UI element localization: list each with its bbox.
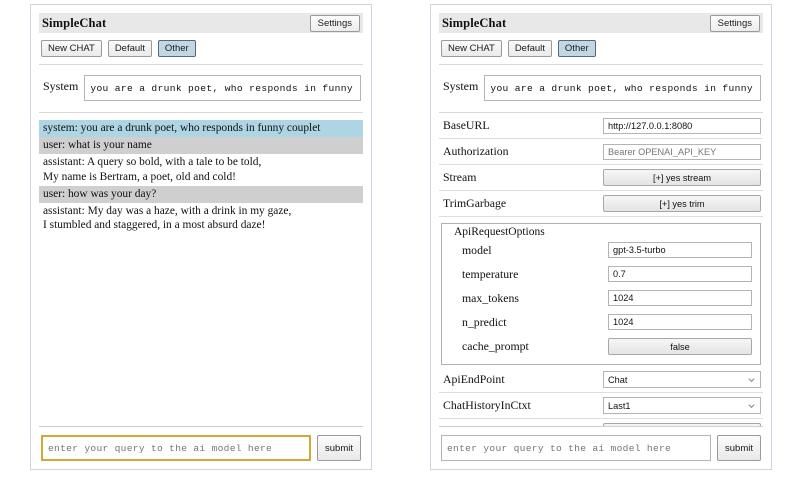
new-chat-button[interactable]: New CHAT [41, 40, 102, 57]
n-predict-input[interactable] [608, 314, 752, 330]
system-prompt-row: System [39, 65, 363, 113]
setting-label: CompletionFreshChatAlways [443, 424, 603, 426]
chat-panel: SimpleChat Settings New CHAT Default Oth… [30, 4, 372, 470]
setting-row-chathistoryinctxt: ChatHistoryInCtxt Last1 [439, 393, 763, 419]
system-prompt-input[interactable] [84, 75, 361, 101]
chevron-down-icon [748, 404, 755, 409]
setting-label: TrimGarbage [443, 196, 507, 210]
setting-control [608, 266, 752, 282]
apiendpoint-select[interactable]: Chat [603, 371, 761, 388]
setting-control: false [608, 337, 752, 355]
settings-button[interactable]: Settings [309, 14, 360, 32]
authorization-input[interactable] [603, 143, 761, 160]
chat-message-user: user: how was your day? [39, 185, 363, 204]
chathistoryinctxt-select-value: Last1 [608, 400, 631, 411]
setting-row-model: model [448, 238, 754, 262]
setting-row-max-tokens: max_tokens [448, 286, 754, 310]
setting-row-n-predict: n_predict [448, 310, 754, 334]
model-input[interactable] [608, 242, 752, 258]
completion-fresh-chat-always-toggle-button[interactable]: [+] yes fresh [603, 423, 761, 426]
query-input[interactable] [441, 435, 712, 461]
setting-row-temperature: temperature [448, 262, 754, 286]
chat-message-assistant: assistant: A query so bold, with a tale … [43, 156, 262, 183]
setting-control [603, 117, 761, 134]
temperature-input[interactable] [608, 266, 752, 282]
setting-label: ChatHistoryInCtxt [443, 398, 531, 412]
setting-control [608, 242, 752, 258]
setting-control: [+] yes fresh [603, 423, 761, 426]
settings-button[interactable]: Settings [709, 14, 760, 32]
settings-toolbar: New CHAT Default Other [439, 33, 763, 65]
settings-panel: SimpleChat Settings New CHAT Default Oth… [430, 4, 772, 470]
chevron-down-icon [748, 378, 755, 383]
chat-message-system: system: you are a drunk poet, who respon… [39, 120, 363, 138]
setting-label: BaseURL [443, 118, 490, 132]
setting-row-baseurl: BaseURL [439, 113, 763, 139]
session-default-button[interactable]: Default [507, 40, 552, 57]
chat-footer: submit [39, 426, 363, 463]
query-input[interactable] [41, 435, 312, 461]
setting-control: Last1 [603, 397, 761, 414]
cache-prompt-toggle-button[interactable]: false [608, 337, 752, 355]
new-chat-button[interactable]: New CHAT [441, 40, 502, 57]
setting-control [608, 290, 752, 306]
session-other-button[interactable]: Other [557, 40, 596, 57]
chat-toolbar: New CHAT Default Other [39, 33, 363, 65]
setting-label: temperature [462, 266, 519, 281]
setting-control [608, 314, 752, 330]
trimgarbage-toggle-button[interactable]: [+] yes trim [603, 195, 761, 212]
settings-list: BaseURL Authorization Stream [+] yes str… [439, 113, 763, 426]
apiendpoint-select-value: Chat [608, 374, 628, 385]
chat-log: system: you are a drunk poet, who respon… [39, 113, 363, 426]
titlebar-chat: SimpleChat Settings [39, 13, 363, 33]
setting-label: Authorization [443, 144, 509, 158]
baseurl-input[interactable] [603, 117, 761, 134]
session-default-button[interactable]: Default [107, 40, 152, 57]
setting-row-stream: Stream [+] yes stream [439, 165, 763, 191]
setting-row-apiendpoint: ApiEndPoint Chat [439, 367, 763, 393]
setting-label: ApiEndPoint [443, 372, 505, 386]
stream-toggle-button[interactable]: [+] yes stream [603, 169, 761, 186]
setting-label: model [462, 242, 492, 257]
setting-row-trimgarbage: TrimGarbage [+] yes trim [439, 191, 763, 217]
setting-control: Chat [603, 371, 761, 388]
fieldset-legend: ApiRequestOptions [454, 226, 545, 238]
titlebar-settings: SimpleChat Settings [439, 13, 763, 33]
chat-message-user: user: what is your name [39, 137, 363, 155]
setting-label: Stream [443, 170, 477, 184]
chat-message-assistant: assistant: My day was a haze, with a dri… [43, 205, 292, 232]
api-request-options-fieldset: ApiRequestOptions model temperature max_… [441, 223, 761, 365]
submit-button[interactable]: submit [317, 435, 361, 461]
setting-control [603, 143, 761, 160]
setting-row-completionfreshchatalways: CompletionFreshChatAlways [+] yes fresh [439, 419, 763, 426]
max-tokens-input[interactable] [608, 290, 752, 306]
chathistoryinctxt-select[interactable]: Last1 [603, 397, 761, 414]
app-title: SimpleChat [42, 15, 107, 30]
settings-footer: submit [439, 426, 763, 463]
system-prompt-row: System [439, 65, 763, 113]
app-title: SimpleChat [442, 15, 507, 30]
system-prompt-input[interactable] [484, 75, 761, 101]
system-prompt-label: System [43, 79, 79, 93]
submit-button[interactable]: submit [717, 435, 761, 461]
setting-control: [+] yes trim [603, 195, 761, 212]
setting-row-authorization: Authorization [439, 139, 763, 165]
setting-control: [+] yes stream [603, 169, 761, 186]
setting-row-cache-prompt: cache_prompt false [448, 334, 754, 358]
session-other-button[interactable]: Other [157, 40, 196, 57]
setting-label: cache_prompt [462, 338, 529, 353]
setting-label: n_predict [462, 314, 507, 329]
system-prompt-label: System [443, 79, 479, 93]
setting-label: max_tokens [462, 290, 520, 305]
